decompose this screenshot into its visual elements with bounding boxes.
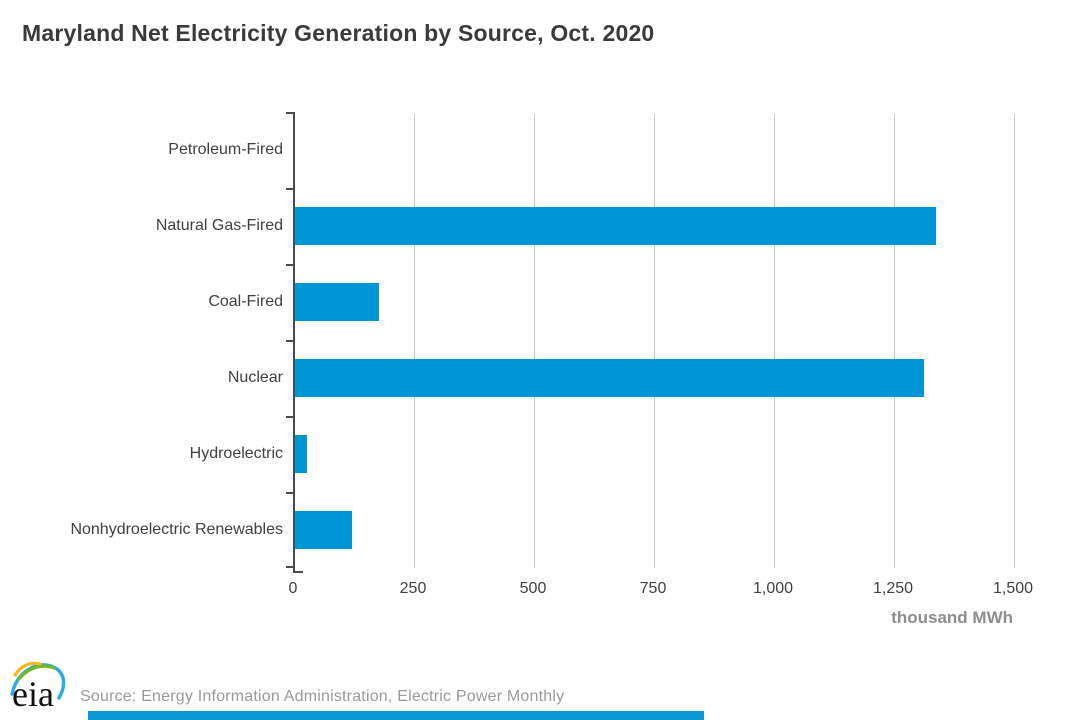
category-label: Coal-Fired	[208, 293, 283, 310]
y-axis-tick	[286, 416, 295, 418]
x-axis-unit-label: thousand MWh	[891, 608, 1013, 627]
y-axis-tick	[286, 264, 295, 266]
gridline-250	[413, 114, 415, 568]
gridline-1000	[773, 114, 775, 568]
y-axis-tick	[286, 188, 295, 190]
gridline-1250	[894, 114, 895, 568]
bar-nuclear	[295, 359, 924, 397]
bar-row	[295, 188, 1015, 264]
bar-coal-fired	[295, 283, 379, 321]
bar-nonhydroelectric-renewables	[295, 511, 352, 549]
source-attribution: Source: Energy Information Administratio…	[80, 688, 565, 705]
x-tick-label: 750	[639, 580, 667, 597]
y-axis-foot	[293, 571, 303, 573]
category-label: Natural Gas-Fired	[155, 217, 283, 234]
logo-green-arc	[17, 664, 56, 681]
bar-row	[295, 340, 1015, 416]
category-label: Hydroelectric	[189, 445, 283, 462]
category-label: Petroleum-Fired	[168, 141, 283, 158]
category-label: Nonhydroelectric Renewables	[70, 521, 283, 538]
x-axis-tick-labels: 0 250 500 750 1,000 1,250 1,500	[289, 580, 1033, 602]
gridline-500	[533, 114, 535, 568]
x-tick-label: 0	[288, 580, 298, 597]
gridline-1500	[1014, 114, 1015, 568]
eia-logo-text: eia	[12, 674, 54, 712]
bar-natural-gas-fired	[295, 207, 936, 245]
plot-area	[286, 112, 1015, 573]
bottom-progress-strip	[88, 711, 704, 720]
y-axis-tick	[286, 492, 295, 494]
category-axis-labels: Petroleum-Fired Natural Gas-Fired Coal-Fir…	[0, 112, 283, 568]
eia-logo: eia	[8, 656, 70, 717]
y-axis-tick	[286, 566, 295, 568]
bar-row	[295, 112, 1015, 188]
bar-row	[295, 492, 1015, 568]
bar-row	[295, 264, 1015, 340]
x-tick-label: 500	[519, 580, 547, 597]
y-axis-bottom-stub	[293, 568, 295, 573]
bar-row	[295, 416, 1015, 492]
gridline-750	[654, 114, 655, 568]
logo-yellow-arc	[13, 661, 42, 677]
y-axis-tick	[286, 340, 295, 342]
x-tick-label: 1,000	[752, 580, 794, 597]
x-tick-label: 1,250	[872, 580, 914, 597]
x-tick-label: 1,500	[992, 580, 1034, 597]
bar-hydroelectric	[295, 435, 307, 473]
chart-title: Maryland Net Electricity Generation by S…	[22, 20, 655, 46]
y-axis-tick	[286, 112, 295, 114]
x-tick-label: 250	[399, 580, 427, 597]
eia-logo-graphic: eia	[10, 661, 66, 714]
category-label: Nuclear	[227, 369, 283, 386]
